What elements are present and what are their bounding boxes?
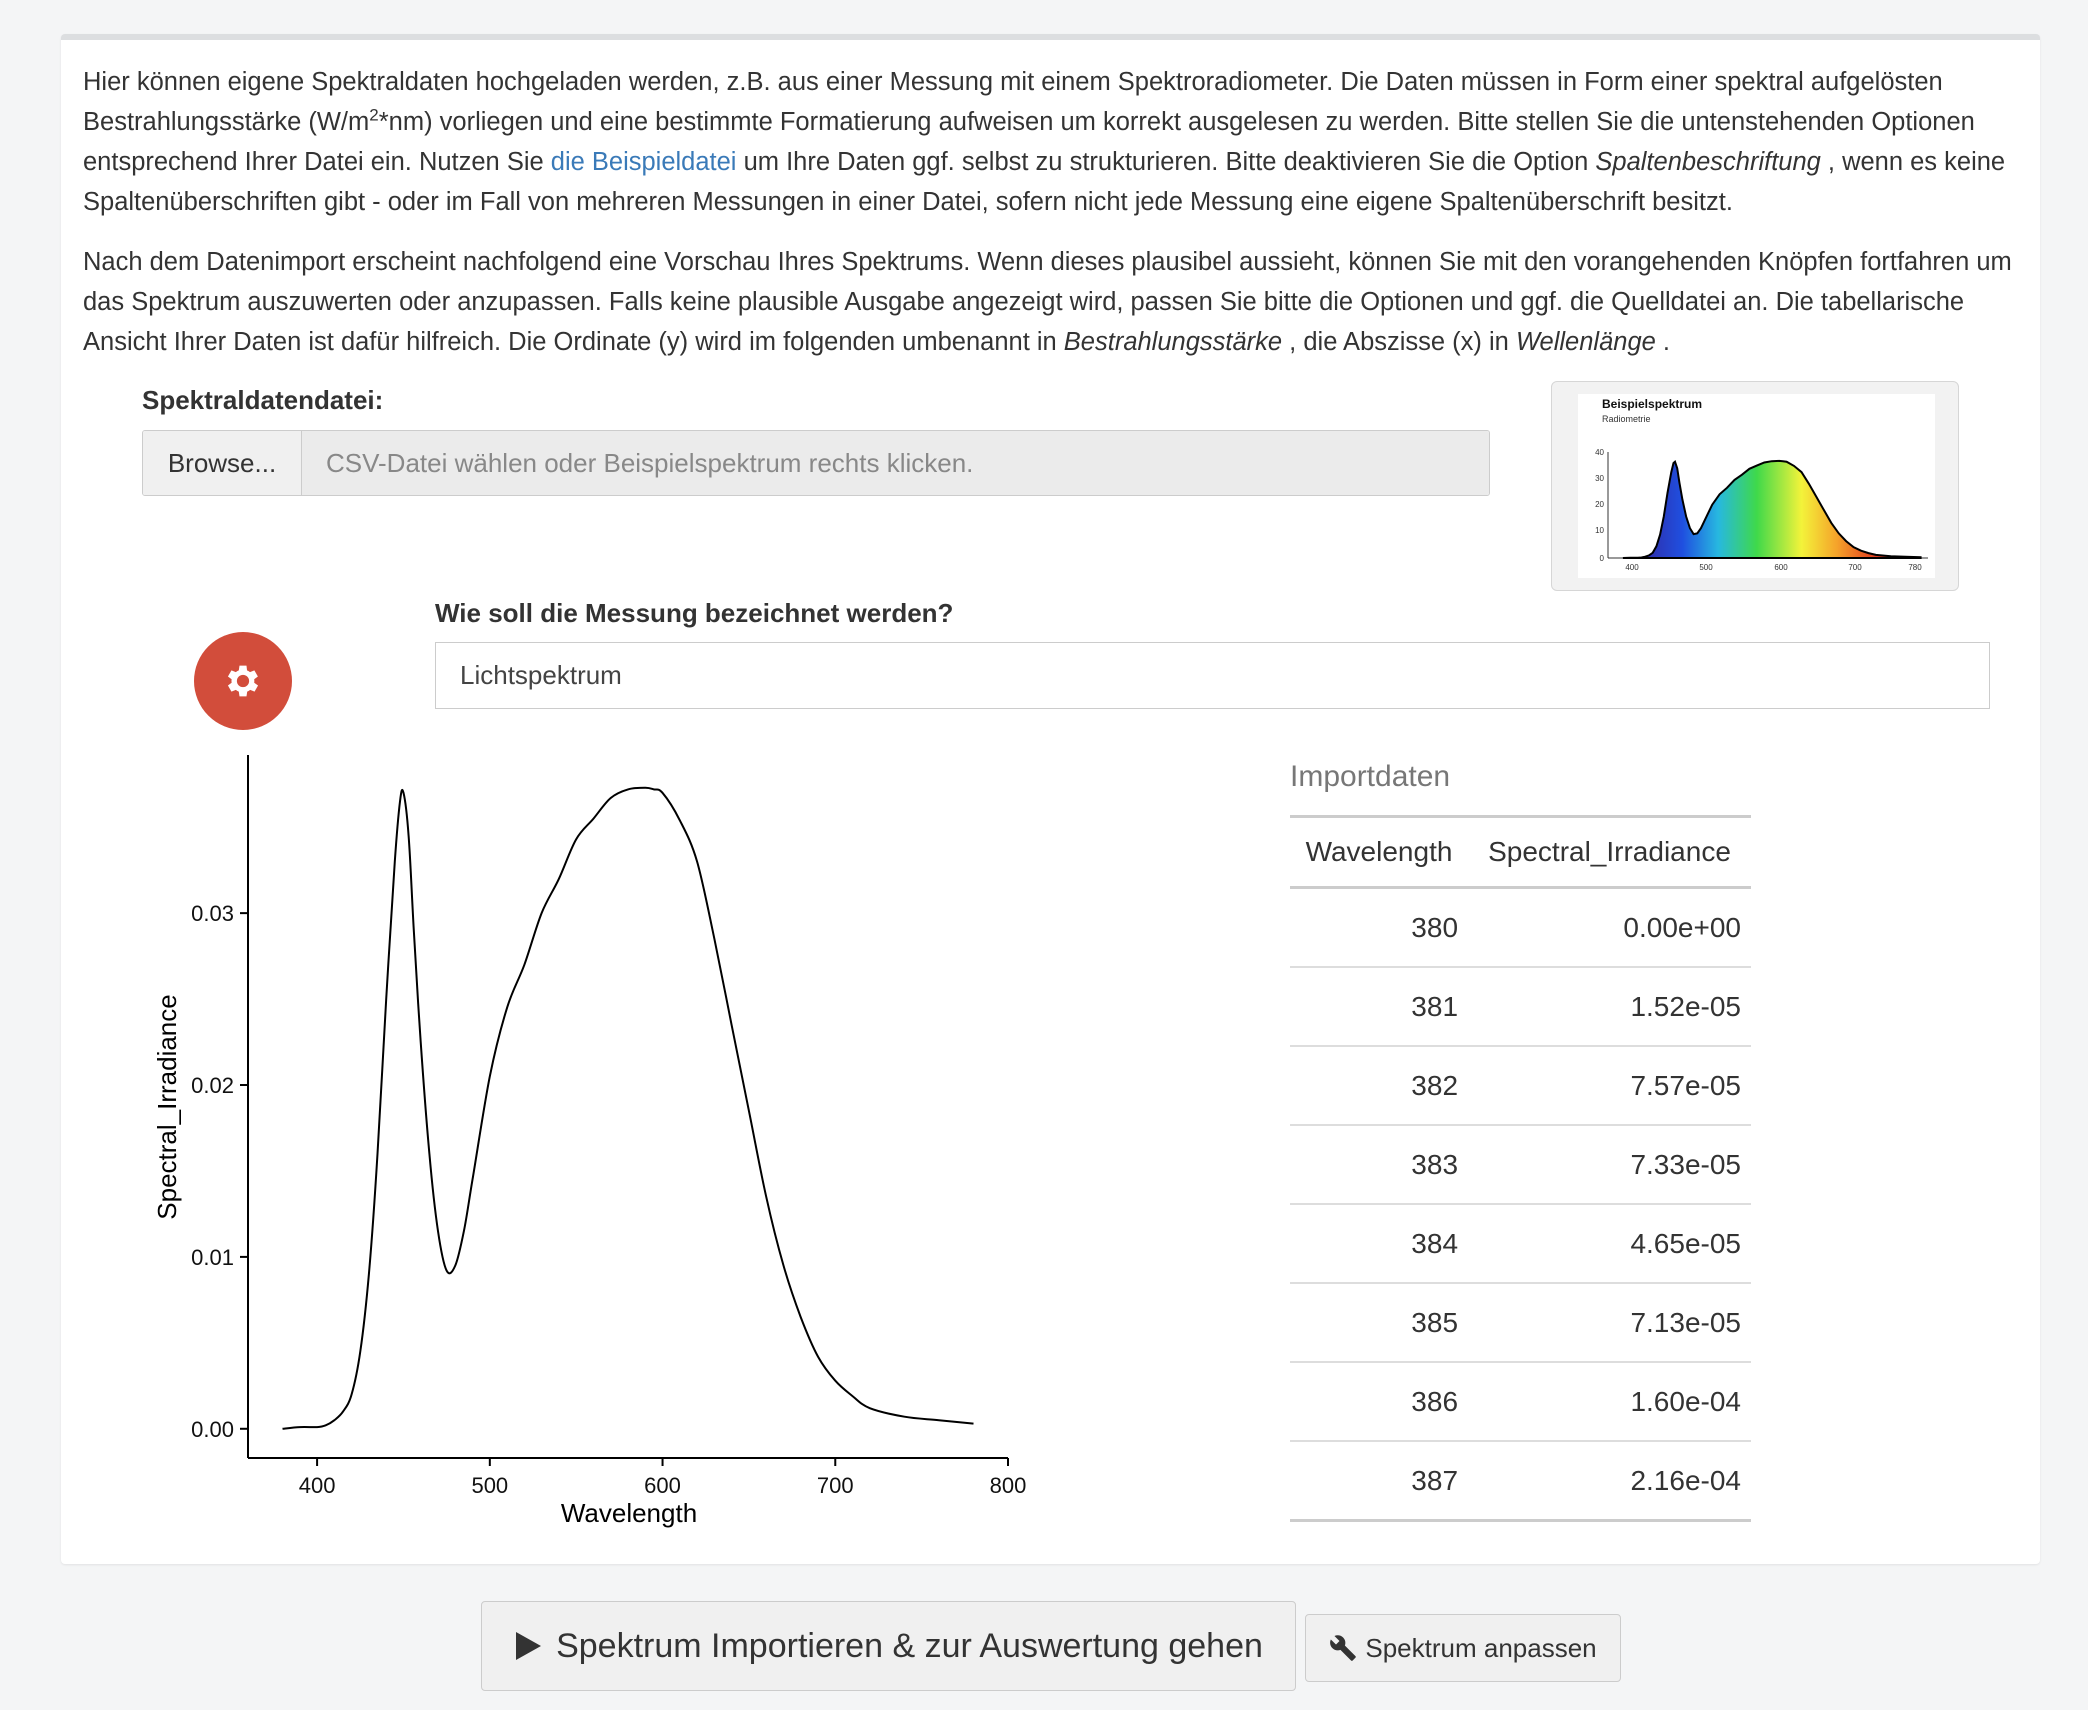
thumb-x-tick: 400 [1625, 563, 1639, 572]
thumb-x-tick: 500 [1699, 563, 1713, 572]
y-axis-label: Spectral_Irradiance [152, 994, 182, 1219]
table-cell: 2.16e-04 [1468, 1441, 1751, 1522]
intro-text-part: , wenn es keine Spaltenüberschriften gib… [83, 148, 2006, 216]
table-row: 386 1.60e-04 [1290, 1362, 1751, 1442]
thumb-title: Beispielspektrum [1602, 397, 1702, 411]
table-cell: 382 [1290, 1046, 1469, 1126]
spectrum-chart: 400 500 600 700 800 0.00 0.01 0.02 0.03 Waveleng… [152, 755, 1027, 1528]
spectrum-line [282, 786, 974, 1430]
x-tick-label: 700 [817, 1473, 854, 1498]
table-cell: 7.33e-05 [1468, 1125, 1751, 1205]
play-icon [516, 1632, 542, 1660]
table-row: 387 2.16e-04 [1290, 1441, 1751, 1522]
intro-text-part: Hier können eigene Spektraldaten hochgel… [83, 68, 1943, 136]
ordinate-name: Bestrahlungsstärke [1063, 328, 1283, 356]
table-cell: 7.57e-05 [1468, 1046, 1751, 1126]
import-button-label: Spektrum Importieren & zur Auswertung ge… [556, 1626, 1263, 1665]
thumb-x-tick: 700 [1848, 563, 1862, 572]
table-row: 383 7.33e-05 [1290, 1125, 1751, 1205]
table-cell: 380 [1290, 887, 1469, 968]
table-row: 382 7.57e-05 [1290, 1046, 1751, 1126]
thumb-subtitle: Radiometrie [1602, 414, 1651, 424]
x-tick-label: 600 [644, 1473, 681, 1498]
table-cell: 1.52e-05 [1468, 967, 1751, 1047]
example-file-link[interactable]: die Beispieldatei [550, 148, 737, 176]
intro-text-part: , die Abszisse (x) in [1282, 328, 1516, 356]
measurement-name-input[interactable] [435, 642, 1990, 709]
thumb-spectrum-area [1622, 459, 1922, 559]
thumb-x-tick: 600 [1774, 563, 1788, 572]
y-tick-label: 0.02 [191, 1073, 234, 1098]
example-spectrum-thumbnail[interactable]: Beispielspektrum Radiometrie 40 30 20 10… [1551, 381, 1959, 591]
table-cell: 1.60e-04 [1468, 1362, 1751, 1442]
thumb-y-tick: 20 [1595, 500, 1604, 509]
adjust-spectrum-button[interactable]: Spektrum anpassen [1305, 1614, 1621, 1682]
x-axis-label: Wavelength [561, 1498, 697, 1528]
table-cell: 383 [1290, 1125, 1469, 1205]
import-and-evaluate-button[interactable]: Spektrum Importieren & zur Auswertung ge… [481, 1601, 1296, 1691]
intro-text-part: um Ihre Daten ggf. selbst zu strukturier… [736, 148, 1596, 176]
abscissa-name: Wellenlänge [1515, 328, 1656, 356]
table-cell: 381 [1290, 967, 1469, 1047]
table-cell: 0.00e+00 [1468, 887, 1751, 968]
table-cell: 386 [1290, 1362, 1469, 1442]
table-row: 384 4.65e-05 [1290, 1204, 1751, 1284]
example-spectrum-image[interactable]: Beispielspektrum Radiometrie 40 30 20 10… [1578, 394, 1935, 578]
file-upload-label: Spektraldatendatei: [142, 385, 384, 415]
intro-text-part: Nach dem Datenimport erscheint nachfolge… [83, 248, 2012, 356]
table-cell: 4.65e-05 [1468, 1204, 1751, 1284]
gear-icon [227, 665, 259, 697]
option-name: Spaltenbeschriftung [1595, 148, 1821, 176]
file-name-field[interactable]: CSV-Datei wählen oder Beispielspektrum r… [302, 431, 1489, 495]
wrench-icon [1330, 1635, 1357, 1661]
x-tick-label: 500 [471, 1473, 508, 1498]
x-tick-label: 800 [990, 1473, 1027, 1498]
browse-button[interactable]: Browse... [143, 431, 302, 495]
x-tick-label: 400 [299, 1473, 336, 1498]
y-tick-label: 0.01 [191, 1245, 234, 1270]
intro-text: Hier können eigene Spektraldaten hochgel… [83, 62, 2018, 382]
import-data-table: Wavelength Spectral_Irradiance 380 0.00e+… [1290, 815, 1751, 1522]
y-tick-label: 0.03 [191, 901, 234, 926]
table-cell: 7.13e-05 [1468, 1283, 1751, 1363]
adjust-button-label: Spektrum anpassen [1365, 1632, 1597, 1663]
table-row: 385 7.13e-05 [1290, 1283, 1751, 1363]
thumb-x-tick: 780 [1908, 563, 1922, 572]
table-cell: 387 [1290, 1441, 1469, 1522]
column-header: Spectral_Irradiance [1468, 815, 1751, 889]
import-data-title: Importdaten [1290, 760, 1451, 793]
y-tick-label: 0.00 [191, 1417, 234, 1442]
table-row: 380 0.00e+00 [1290, 887, 1751, 968]
thumb-y-tick: 30 [1595, 474, 1604, 483]
measurement-name-label: Wie soll die Messung bezeichnet werden? [435, 598, 954, 628]
table-cell: 384 [1290, 1204, 1469, 1284]
intro-text-part: . [1655, 328, 1670, 356]
table-row: 381 1.52e-05 [1290, 967, 1751, 1047]
intro-text-part: *nm) vorliegen und eine bestimmte Format… [83, 108, 1975, 176]
file-upload: Browse... CSV-Datei wählen oder Beispiel… [142, 430, 1490, 496]
column-header: Wavelength [1290, 815, 1469, 889]
table-cell: 385 [1290, 1283, 1469, 1363]
settings-button[interactable] [194, 632, 292, 730]
intro-paragraph-2: Nach dem Datenimport erscheint nachfolge… [83, 242, 2018, 362]
superscript: 2 [369, 105, 379, 125]
thumb-y-tick: 0 [1600, 554, 1605, 563]
thumb-y-tick: 10 [1595, 526, 1604, 535]
thumb-y-tick: 40 [1595, 448, 1604, 457]
intro-paragraph-1: Hier können eigene Spektraldaten hochgel… [83, 62, 2018, 222]
example-spectrum-chart: Beispielspektrum Radiometrie 40 30 20 10… [1595, 397, 1928, 572]
